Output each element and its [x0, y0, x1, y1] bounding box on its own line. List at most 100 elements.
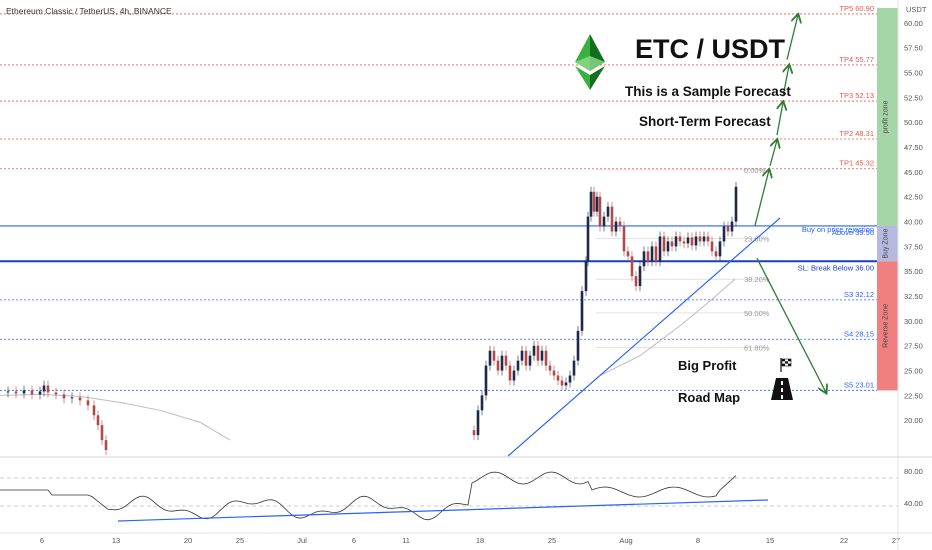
candle-body	[606, 206, 610, 217]
x-tick-label: 25	[236, 536, 244, 545]
candle-body	[556, 375, 560, 381]
candle-body	[650, 246, 654, 262]
candle-body	[658, 236, 662, 262]
candle-body	[638, 266, 642, 287]
candle-body	[564, 382, 568, 386]
candle-body	[690, 237, 694, 246]
candle-body	[472, 430, 476, 436]
candle-body	[630, 256, 634, 277]
candle-body	[598, 196, 602, 227]
forecast-arrow-2	[776, 102, 783, 136]
entry-note: Buy on price rejection	[802, 225, 874, 234]
y-tick-label: 30.00	[904, 317, 923, 326]
candle-body	[618, 221, 622, 227]
level-label-7: S3 32.12	[844, 290, 874, 299]
y-tick-label: 40.00	[904, 218, 923, 227]
candle-body	[670, 241, 674, 247]
fib-label-0: 0.00%	[744, 166, 766, 175]
y-tick-label: 47.50	[904, 143, 923, 152]
forecast-arrow-5	[756, 258, 826, 392]
fib-label-3: 50.00%	[744, 309, 770, 318]
x-tick-label: 20	[184, 536, 192, 545]
candle-body	[560, 380, 564, 386]
forecast-arrow-4	[786, 15, 798, 60]
candle-body	[666, 241, 670, 252]
candle-body	[698, 236, 702, 242]
forecast-arrow-1	[769, 140, 777, 167]
candle-body	[584, 261, 588, 292]
candle-body	[6, 391, 10, 393]
y-tick-label: 55.00	[904, 69, 923, 78]
candle-body	[476, 410, 480, 436]
road-icon	[771, 378, 793, 400]
fib-label-4: 61.80%	[744, 344, 770, 353]
y-unit-label: USDT	[906, 5, 927, 14]
candle-body	[710, 241, 714, 252]
candle-body	[30, 390, 34, 395]
candle-body	[726, 226, 730, 232]
candle-body	[592, 191, 596, 212]
zone-label-2: Reverse Zone	[883, 304, 890, 348]
zone-1	[877, 225, 898, 262]
candle-body	[694, 236, 698, 246]
candle-body	[504, 355, 508, 366]
candle-body	[46, 385, 50, 393]
level-label-4: TP1 45.32	[839, 159, 874, 168]
x-tick-label: 11	[402, 536, 410, 545]
candle-body	[722, 226, 726, 242]
candle-body	[734, 186, 738, 222]
trend-line	[507, 217, 781, 457]
candle-body	[484, 365, 488, 396]
candle-body	[532, 345, 536, 356]
candle-body	[718, 241, 722, 257]
x-tick-label: 13	[112, 536, 120, 545]
candle-body	[42, 385, 46, 392]
candle-body	[682, 241, 686, 244]
x-tick-label: 6	[40, 536, 44, 545]
candle-body	[646, 251, 650, 262]
candle-body	[528, 355, 532, 366]
level-label-8: S4 28.15	[844, 329, 874, 338]
candle-body	[626, 251, 630, 257]
candle-body	[524, 350, 528, 366]
y-tick-label: 25.00	[904, 367, 923, 376]
chart-subtitle-1: This is a Sample Forecast	[625, 84, 791, 99]
candle-body	[38, 391, 42, 395]
x-tick-label: Jul	[297, 536, 307, 545]
candle-body	[86, 400, 90, 406]
candle-body	[622, 226, 626, 252]
x-tick-label: 8	[696, 536, 700, 545]
candle-body	[508, 365, 512, 381]
chart-title: ETC / USDT	[635, 34, 786, 64]
chart-subtitle-2: Short-Term Forecast	[639, 114, 771, 129]
x-tick-label: 15	[766, 536, 774, 545]
candle-body	[536, 345, 540, 361]
candle-body	[100, 425, 104, 441]
candle-body	[602, 216, 606, 227]
candle-body	[614, 221, 618, 232]
zone-label-0: profit zone	[883, 101, 890, 134]
candle-body	[572, 360, 576, 376]
candle-body	[22, 390, 26, 394]
level-label-2: TP3 52.13	[839, 91, 874, 100]
y-tick-label: 35.00	[904, 267, 923, 276]
y-tick-label: 50.00	[904, 118, 923, 127]
y-tick-label: 32.50	[904, 292, 923, 301]
candle-body	[662, 236, 666, 252]
candle-body	[516, 360, 520, 371]
x-tick-label: 27	[892, 536, 900, 545]
candle-body	[595, 196, 599, 212]
candle-body	[78, 397, 82, 401]
y-tick-label: 42.50	[904, 193, 923, 202]
y-tick-label: 20.00	[904, 416, 923, 425]
candle-body	[54, 392, 58, 395]
road-map-label-1: Big Profit	[678, 358, 737, 373]
candle-body	[610, 206, 614, 232]
road-map-label-2: Road Map	[678, 390, 740, 405]
zone-label-1: Buy Zone	[883, 229, 890, 259]
y-tick-label: 37.50	[904, 242, 923, 251]
candle-body	[500, 355, 504, 371]
level-label-6: SL: Break Below 36.00	[798, 263, 874, 272]
candle-body	[589, 191, 593, 217]
